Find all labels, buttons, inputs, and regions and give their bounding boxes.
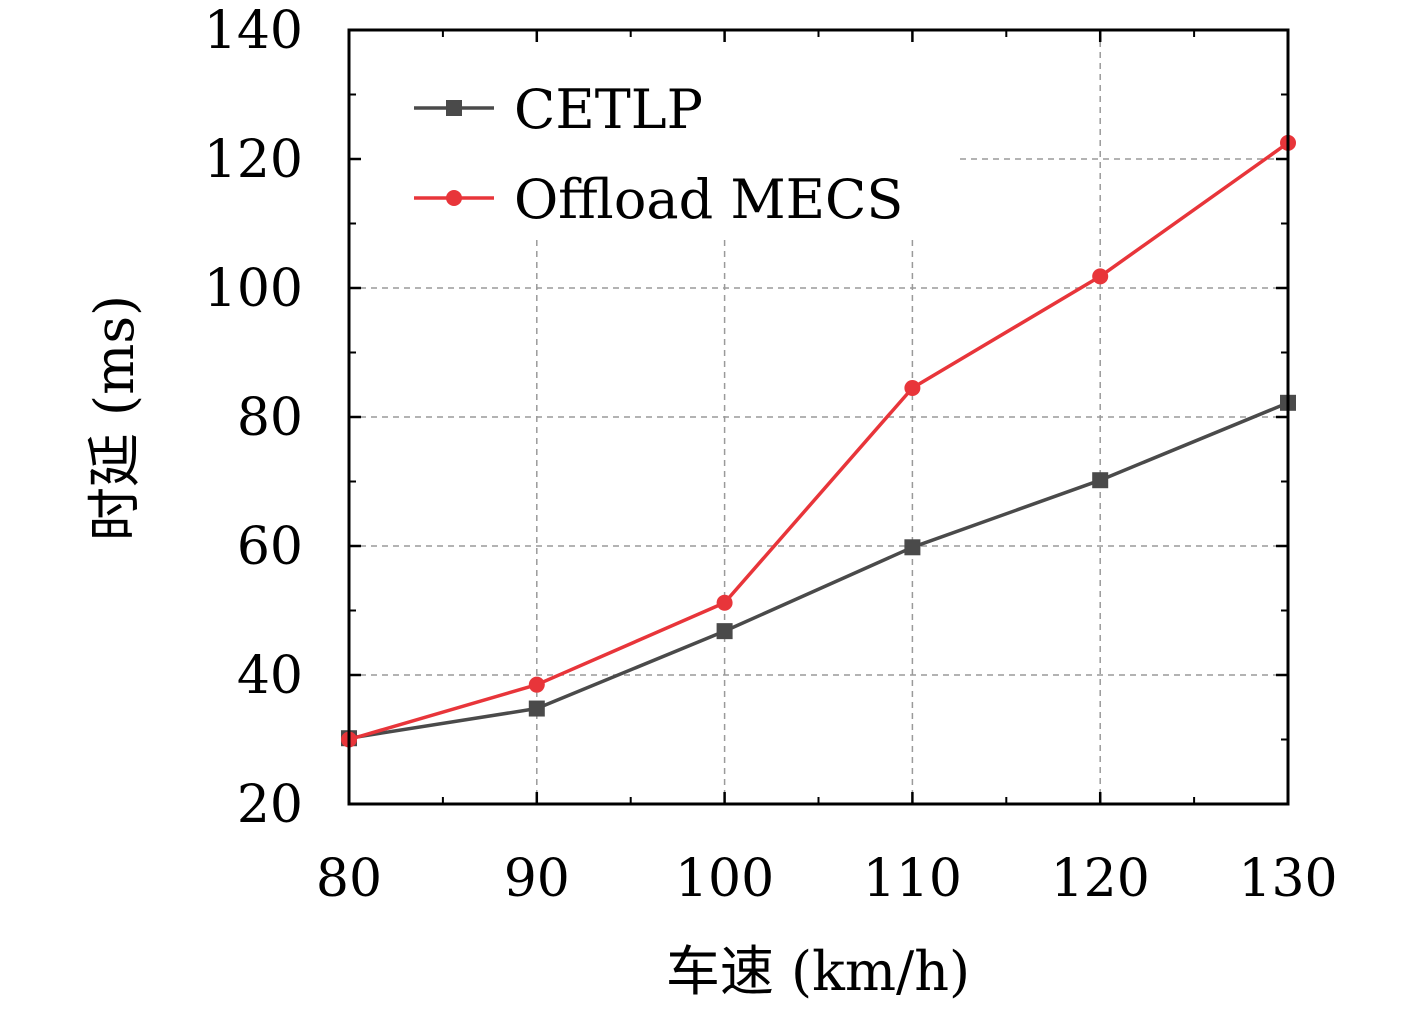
- data-point: [716, 623, 733, 640]
- y-tick-label: 120: [204, 130, 303, 190]
- x-tick-label: 120: [1051, 849, 1150, 909]
- series-line: [348, 141, 1290, 742]
- series-line: [348, 401, 1289, 740]
- data-point: [904, 379, 921, 396]
- legend: CETLP Offload MECS: [414, 78, 903, 231]
- x-tick-label: 130: [1238, 849, 1337, 909]
- y-tick-label: 40: [237, 646, 303, 706]
- x-tick-label: 80: [316, 849, 382, 909]
- y-axis-label: 时延 (ms): [83, 295, 146, 541]
- plot-frame: [347, 28, 1290, 806]
- series-lines: [341, 134, 1296, 748]
- y-tick-label: 20: [237, 775, 303, 835]
- y-tick-label: 140: [204, 1, 303, 61]
- legend-label: CETLP: [514, 78, 703, 141]
- legend-item-1: CETLP: [414, 78, 703, 141]
- data-point: [528, 676, 545, 693]
- series-2: [341, 134, 1296, 748]
- legend-marker: [446, 100, 462, 116]
- legend-item-2: Offload MECS: [414, 168, 903, 231]
- legend-marker: [446, 190, 462, 206]
- x-tick-label: 90: [504, 849, 570, 909]
- data-point: [1092, 268, 1109, 285]
- grid-lines: [349, 30, 1288, 804]
- x-axis-label: 车速 (km/h): [666, 940, 970, 1003]
- axis-ticks: 80 90 100 110 120 130 20 40 60 80 100 120 140: [204, 1, 1338, 909]
- data-point: [904, 539, 921, 556]
- data-point: [1092, 472, 1109, 489]
- y-tick-label: 60: [237, 517, 303, 577]
- y-tick-label: 100: [204, 259, 303, 319]
- data-point: [716, 594, 733, 611]
- x-tick-label: 110: [863, 849, 962, 909]
- minor-ticks: [349, 30, 1288, 804]
- legend-label: Offload MECS: [514, 168, 903, 231]
- x-tick-label: 100: [675, 849, 774, 909]
- data-point: [528, 700, 545, 717]
- series-1: [341, 394, 1296, 747]
- y-tick-label: 80: [237, 388, 303, 448]
